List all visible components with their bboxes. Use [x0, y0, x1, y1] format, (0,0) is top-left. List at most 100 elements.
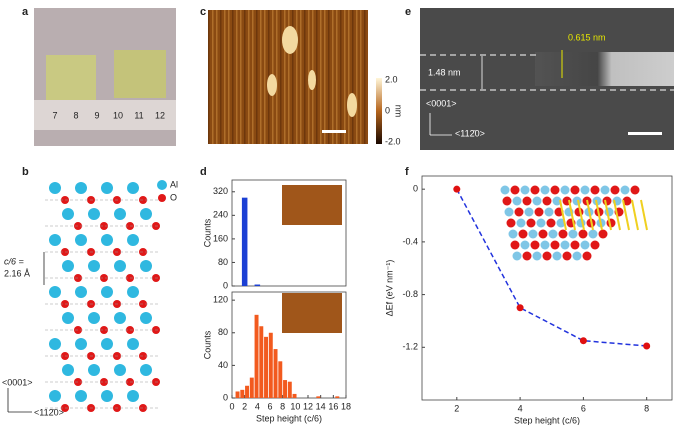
x-axis-label: Step height (c/6)	[256, 413, 322, 423]
panel-label: d	[200, 166, 207, 178]
x-tick-label: 6	[581, 403, 586, 413]
y-axis-label: Counts	[202, 330, 212, 359]
x-tick-label: 12	[303, 401, 313, 411]
direction-label: <112̄0>	[455, 128, 485, 138]
bar	[268, 332, 273, 398]
atom	[512, 196, 522, 206]
atom	[75, 390, 87, 402]
y-tick-label: 240	[213, 210, 228, 220]
legend-marker	[158, 194, 166, 202]
atom	[572, 196, 582, 206]
panel-label: e	[405, 6, 411, 18]
atom	[522, 196, 532, 206]
atom	[532, 196, 542, 206]
marker	[453, 185, 461, 193]
stripe	[208, 10, 210, 144]
atom	[524, 207, 534, 217]
stripe	[212, 10, 214, 144]
sample	[46, 55, 96, 101]
y-tick-label: 40	[218, 360, 228, 370]
y-axis-label: Counts	[202, 218, 212, 247]
ruler-label: 12	[155, 110, 165, 120]
atom	[522, 251, 532, 261]
crystal-structure	[45, 182, 160, 412]
atom	[536, 218, 546, 228]
atom	[75, 338, 87, 350]
atom	[75, 286, 87, 298]
atom	[114, 312, 126, 324]
stripe	[364, 10, 366, 144]
bar	[316, 396, 321, 398]
panel-label: c	[200, 6, 206, 18]
y-tick-label: 0	[223, 392, 228, 402]
stripe	[276, 10, 278, 144]
inset-structure	[500, 185, 648, 261]
legend-label: Al	[170, 179, 178, 189]
bar	[241, 197, 248, 286]
bar	[335, 396, 340, 398]
stripe	[320, 10, 322, 144]
stripe	[300, 10, 302, 144]
atom	[552, 251, 562, 261]
atom	[62, 208, 74, 220]
layer	[613, 199, 621, 231]
x-tick-label: 4	[518, 403, 523, 413]
atom	[560, 185, 570, 195]
stripe	[328, 10, 330, 144]
layer	[622, 199, 630, 231]
inset-image	[282, 185, 342, 225]
bar	[245, 385, 250, 398]
y-tick-label: -0.4	[402, 236, 418, 246]
layer	[604, 199, 612, 231]
stripe	[356, 10, 358, 144]
bar	[273, 349, 278, 398]
atom	[49, 338, 61, 350]
y-tick-label: 160	[213, 233, 228, 243]
atom	[602, 196, 612, 206]
colorbar-unit: nm	[394, 105, 404, 118]
scale-bar	[322, 130, 346, 133]
atom	[510, 240, 520, 250]
stripe	[288, 10, 290, 144]
y-tick-label: 0	[223, 280, 228, 290]
direction-label: <0001>	[426, 98, 457, 108]
stripe	[228, 10, 230, 144]
atom	[100, 326, 108, 334]
atom	[526, 218, 536, 228]
atom	[504, 207, 514, 217]
atom	[114, 208, 126, 220]
atom	[580, 185, 590, 195]
layer	[568, 199, 576, 231]
x-tick-label: 4	[255, 401, 260, 411]
x-axis-label: Step height (c/6)	[514, 415, 580, 425]
atom	[49, 234, 61, 246]
spacing-label: c/6 =	[4, 256, 24, 266]
direction-label: <0001>	[2, 377, 33, 387]
spacing-value: 2.16 Å	[4, 268, 30, 278]
atom	[114, 260, 126, 272]
atom	[500, 185, 510, 195]
marker	[579, 337, 587, 345]
atom	[101, 390, 113, 402]
atom	[100, 222, 108, 230]
atom	[590, 185, 600, 195]
bar	[259, 326, 264, 398]
atom	[550, 240, 560, 250]
stripe	[232, 10, 234, 144]
stripe	[284, 10, 286, 144]
atom	[49, 182, 61, 194]
layer	[577, 199, 585, 231]
stripe	[220, 10, 222, 144]
atom	[590, 240, 600, 250]
bar	[287, 381, 292, 398]
atom	[520, 185, 530, 195]
atom	[588, 229, 598, 239]
panel-label: b	[22, 166, 29, 178]
atom	[101, 234, 113, 246]
atom	[127, 286, 139, 298]
y-tick-label: 80	[218, 327, 228, 337]
plot-frame	[231, 179, 347, 287]
atom	[512, 251, 522, 261]
atom	[100, 274, 108, 282]
bar	[235, 391, 240, 398]
